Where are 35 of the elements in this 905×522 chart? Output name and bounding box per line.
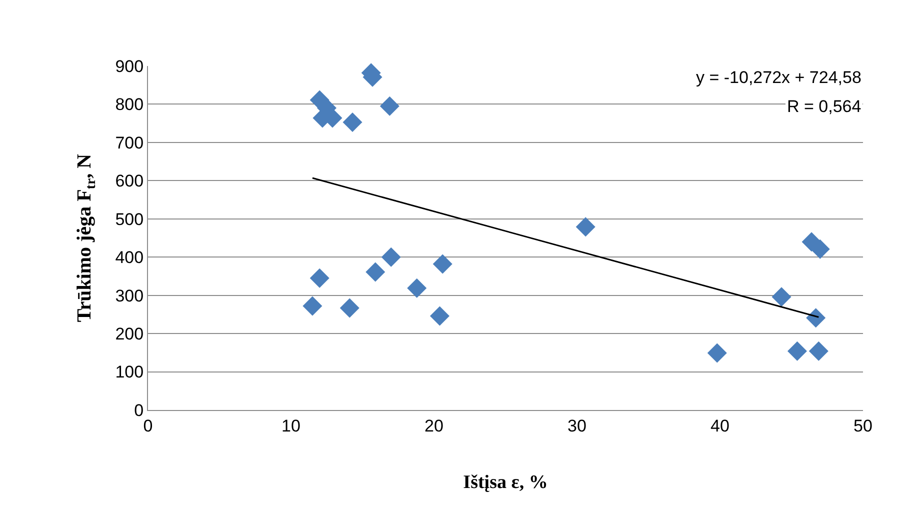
x-tick-label: 10 [282, 416, 300, 436]
point [302, 296, 322, 316]
y-tick-label: 600 [115, 172, 144, 191]
point [342, 112, 362, 132]
y-tick-label: 900 [115, 56, 144, 76]
point [310, 268, 330, 288]
x-axis-title: Ištįsa ε, % [463, 472, 548, 494]
point [407, 278, 427, 298]
x-tick-label: 30 [568, 416, 586, 436]
point [380, 96, 400, 116]
y-tick-label: 0 [134, 400, 144, 420]
annotation: R = 0,564 [787, 97, 862, 116]
point [432, 254, 452, 274]
point [787, 341, 807, 361]
point [381, 247, 401, 267]
y-tick-label: 400 [115, 248, 144, 268]
x-tick-label: 40 [710, 416, 730, 436]
x-tick-label: 20 [424, 416, 444, 436]
y-tick-label: 100 [115, 362, 144, 382]
y-tick-label: 200 [115, 324, 144, 344]
point [772, 287, 792, 307]
point [810, 239, 830, 259]
y-tick-label: 300 [115, 286, 144, 306]
y-tick-label: 800 [115, 95, 144, 114]
point [707, 343, 727, 363]
point [576, 217, 596, 237]
point [808, 341, 828, 361]
point [430, 306, 450, 326]
x-tick-label: 50 [854, 416, 872, 436]
y-tick-label: 500 [115, 210, 144, 229]
point [806, 308, 826, 328]
point [366, 262, 386, 282]
point [340, 298, 360, 318]
y-tick-label: 700 [115, 133, 144, 152]
annotation: y = -10,272x + 724,58 [696, 68, 862, 87]
